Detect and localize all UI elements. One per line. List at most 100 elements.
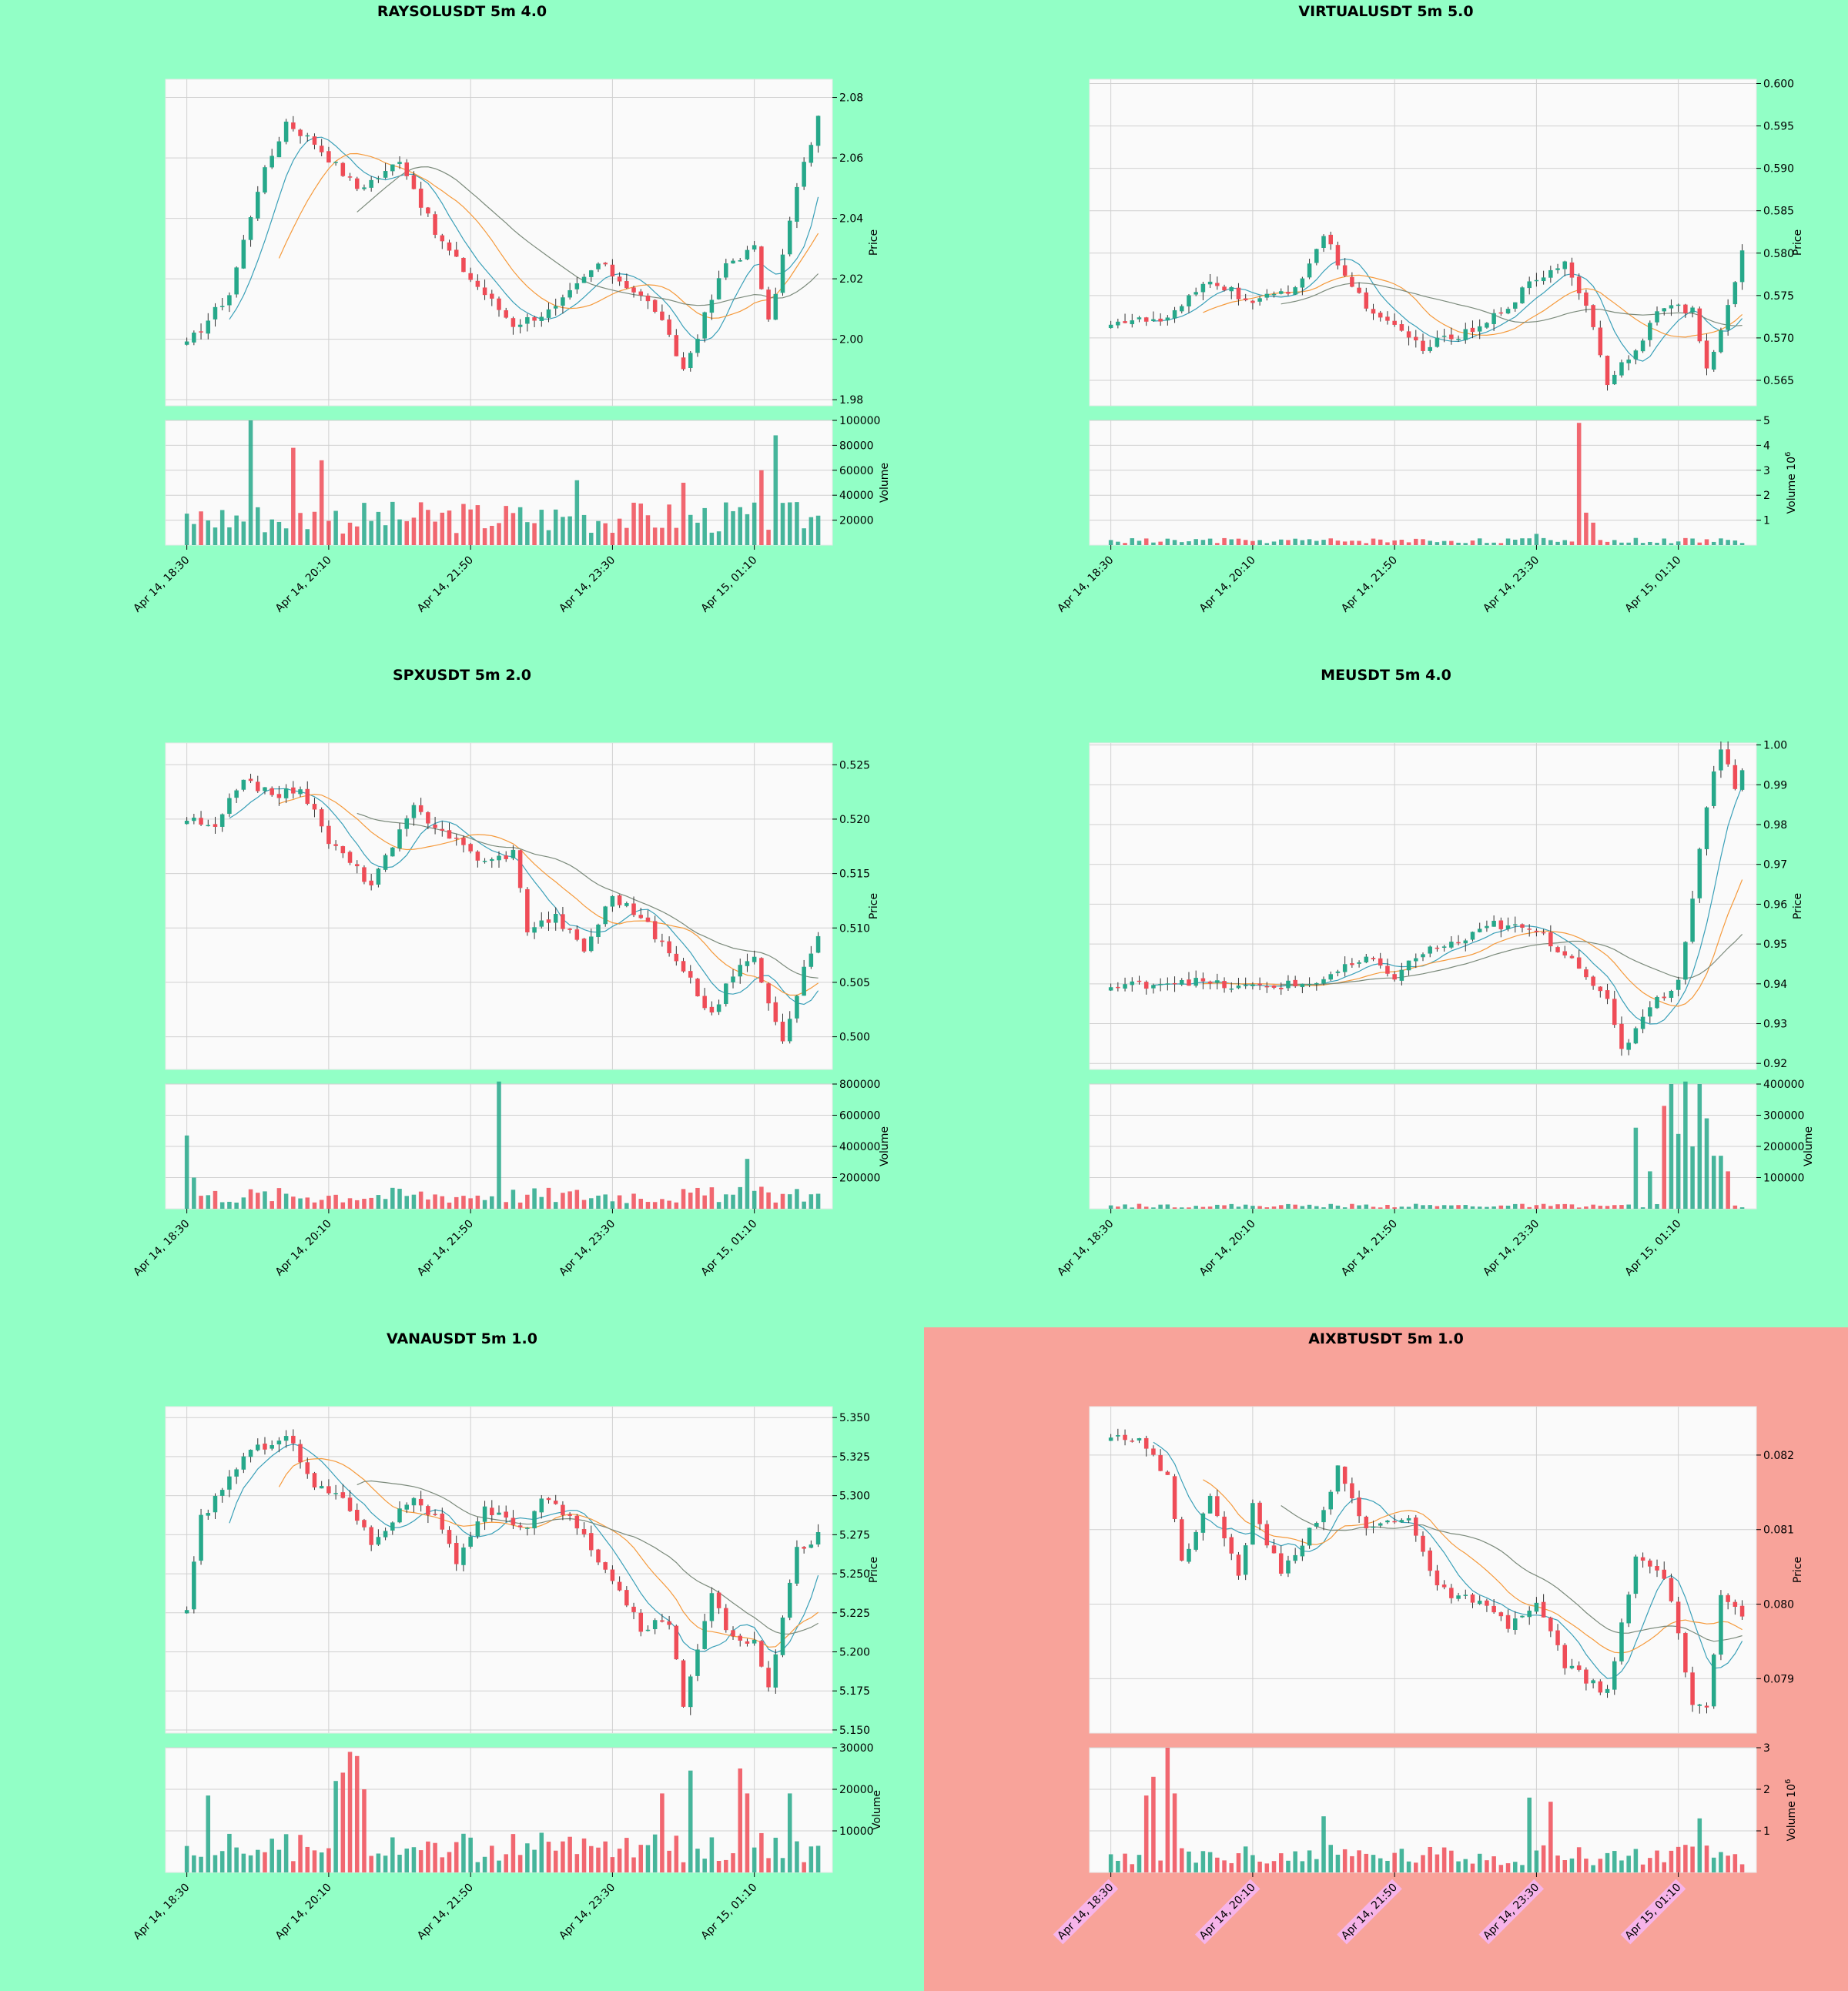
price-tick-label: 5.175	[839, 1685, 870, 1698]
x-tick-label: Apr 14, 23:30	[1481, 1882, 1542, 1942]
moving-average-line-14	[1203, 879, 1743, 1007]
volume-bar	[1576, 1207, 1582, 1209]
volume-bar	[815, 515, 821, 545]
volume-tick-label: 40000	[839, 490, 874, 502]
volume-exponent: 6	[1784, 452, 1793, 457]
candle-body	[1151, 1448, 1156, 1455]
volume-bar	[1165, 1748, 1170, 1872]
candle-body	[1108, 324, 1113, 329]
candle-body	[426, 207, 430, 214]
volume-bar	[603, 1194, 608, 1209]
x-tick-label: Apr 14, 18:30	[1055, 554, 1116, 615]
x-tick-highlight	[1194, 1879, 1260, 1945]
candle-body	[305, 788, 310, 805]
candle-body	[525, 1528, 530, 1529]
candle-body	[1421, 954, 1425, 958]
volume-bar	[603, 1841, 608, 1872]
candle-body	[1300, 983, 1305, 988]
volume-bar	[766, 530, 771, 545]
candle-body	[1591, 1680, 1595, 1684]
volume-bar	[192, 1855, 196, 1872]
candle-body	[574, 1515, 580, 1529]
candle-body	[475, 1521, 480, 1537]
candle-body	[397, 1508, 402, 1523]
volume-bar	[574, 480, 580, 545]
candle-body	[787, 1582, 792, 1618]
volume-bar	[1555, 1204, 1560, 1209]
x-tick-label: Apr 15, 01:10	[1622, 1218, 1683, 1279]
candle-body	[1271, 293, 1277, 296]
volume-bar	[546, 530, 551, 545]
volume-bar	[1286, 1860, 1291, 1872]
volume-bar	[383, 1855, 388, 1872]
volume-bar	[475, 1195, 480, 1209]
candle-body	[1711, 771, 1716, 806]
volume-bar	[674, 1202, 679, 1209]
volume-bar	[1335, 1205, 1341, 1209]
candle-body	[497, 1512, 501, 1515]
volume-bar	[283, 1834, 289, 1872]
volume-bar	[1491, 1206, 1496, 1209]
candle-body	[1477, 929, 1482, 932]
volume-bar	[752, 1190, 757, 1209]
candle-body	[581, 1529, 587, 1534]
volume-bar	[1591, 1204, 1595, 1209]
volume-bar	[1180, 1848, 1184, 1872]
price-tick-label: 0.575	[1763, 290, 1794, 303]
volume-bar	[1158, 541, 1163, 545]
volume-bar	[1385, 1204, 1390, 1209]
volume-bar	[1158, 1204, 1163, 1209]
candle-body	[702, 1621, 707, 1649]
candle-body	[815, 115, 821, 146]
volume-bar	[1194, 1862, 1198, 1872]
candle-body	[1697, 308, 1702, 342]
volume-bar	[1598, 1206, 1603, 1209]
price-tick-label: 5.200	[839, 1647, 870, 1659]
volume-bar	[1236, 1206, 1241, 1209]
volume-tick-label: 400000	[1763, 1079, 1804, 1091]
x-tick-label: Apr 14, 18:30	[1055, 1218, 1116, 1279]
volume-bar	[1555, 1855, 1560, 1872]
volume-bar	[1732, 1854, 1738, 1872]
volume-tick-label: 200000	[1763, 1141, 1804, 1153]
volume-bar	[1619, 542, 1624, 545]
candle-body	[1342, 1466, 1348, 1484]
volume-bar	[1697, 1818, 1702, 1872]
candle-body	[1300, 1545, 1305, 1557]
chart-panel-3: 0.92 0.93 0.94 0.95 0.96 0.97 0.98 0.99 1.00 1000…	[1055, 740, 1815, 1279]
volume-bar	[1307, 1850, 1312, 1872]
volume-bar	[802, 1201, 806, 1209]
candle-body	[305, 135, 310, 137]
volume-bar	[1421, 1855, 1425, 1872]
volume-bar	[802, 1862, 806, 1872]
price-plot-area	[165, 1406, 833, 1734]
candle-body	[1513, 1618, 1518, 1631]
volume-bar	[490, 525, 494, 545]
volume-bar	[1555, 541, 1560, 545]
candle-body	[1130, 981, 1135, 985]
x-tick-label: Apr 14, 20:10	[273, 1218, 334, 1279]
candle-body	[263, 1444, 267, 1450]
price-tick-label: 1.00	[1763, 740, 1787, 752]
price-plot-area	[165, 79, 833, 407]
candle-body	[411, 175, 417, 189]
candle-body	[1286, 292, 1291, 294]
candle-body	[1683, 942, 1688, 980]
candle-body	[1697, 848, 1702, 898]
candle-body	[589, 1533, 594, 1551]
volume-bar	[517, 507, 523, 545]
volume-bar	[1300, 1206, 1305, 1209]
candle-body	[561, 297, 565, 306]
volume-bar	[1648, 1858, 1652, 1872]
volume-bar	[1215, 1204, 1220, 1209]
candle-body	[482, 1506, 487, 1522]
volume-bar	[1414, 538, 1418, 545]
volume-bar	[426, 510, 430, 545]
candle-body	[1293, 979, 1297, 987]
candle-body	[1364, 956, 1369, 962]
candle-body	[745, 961, 750, 966]
volume-bar	[517, 1202, 523, 1209]
candle-body	[248, 1450, 253, 1457]
volume-bar	[1130, 1207, 1135, 1209]
volume-bar	[1739, 1864, 1745, 1872]
